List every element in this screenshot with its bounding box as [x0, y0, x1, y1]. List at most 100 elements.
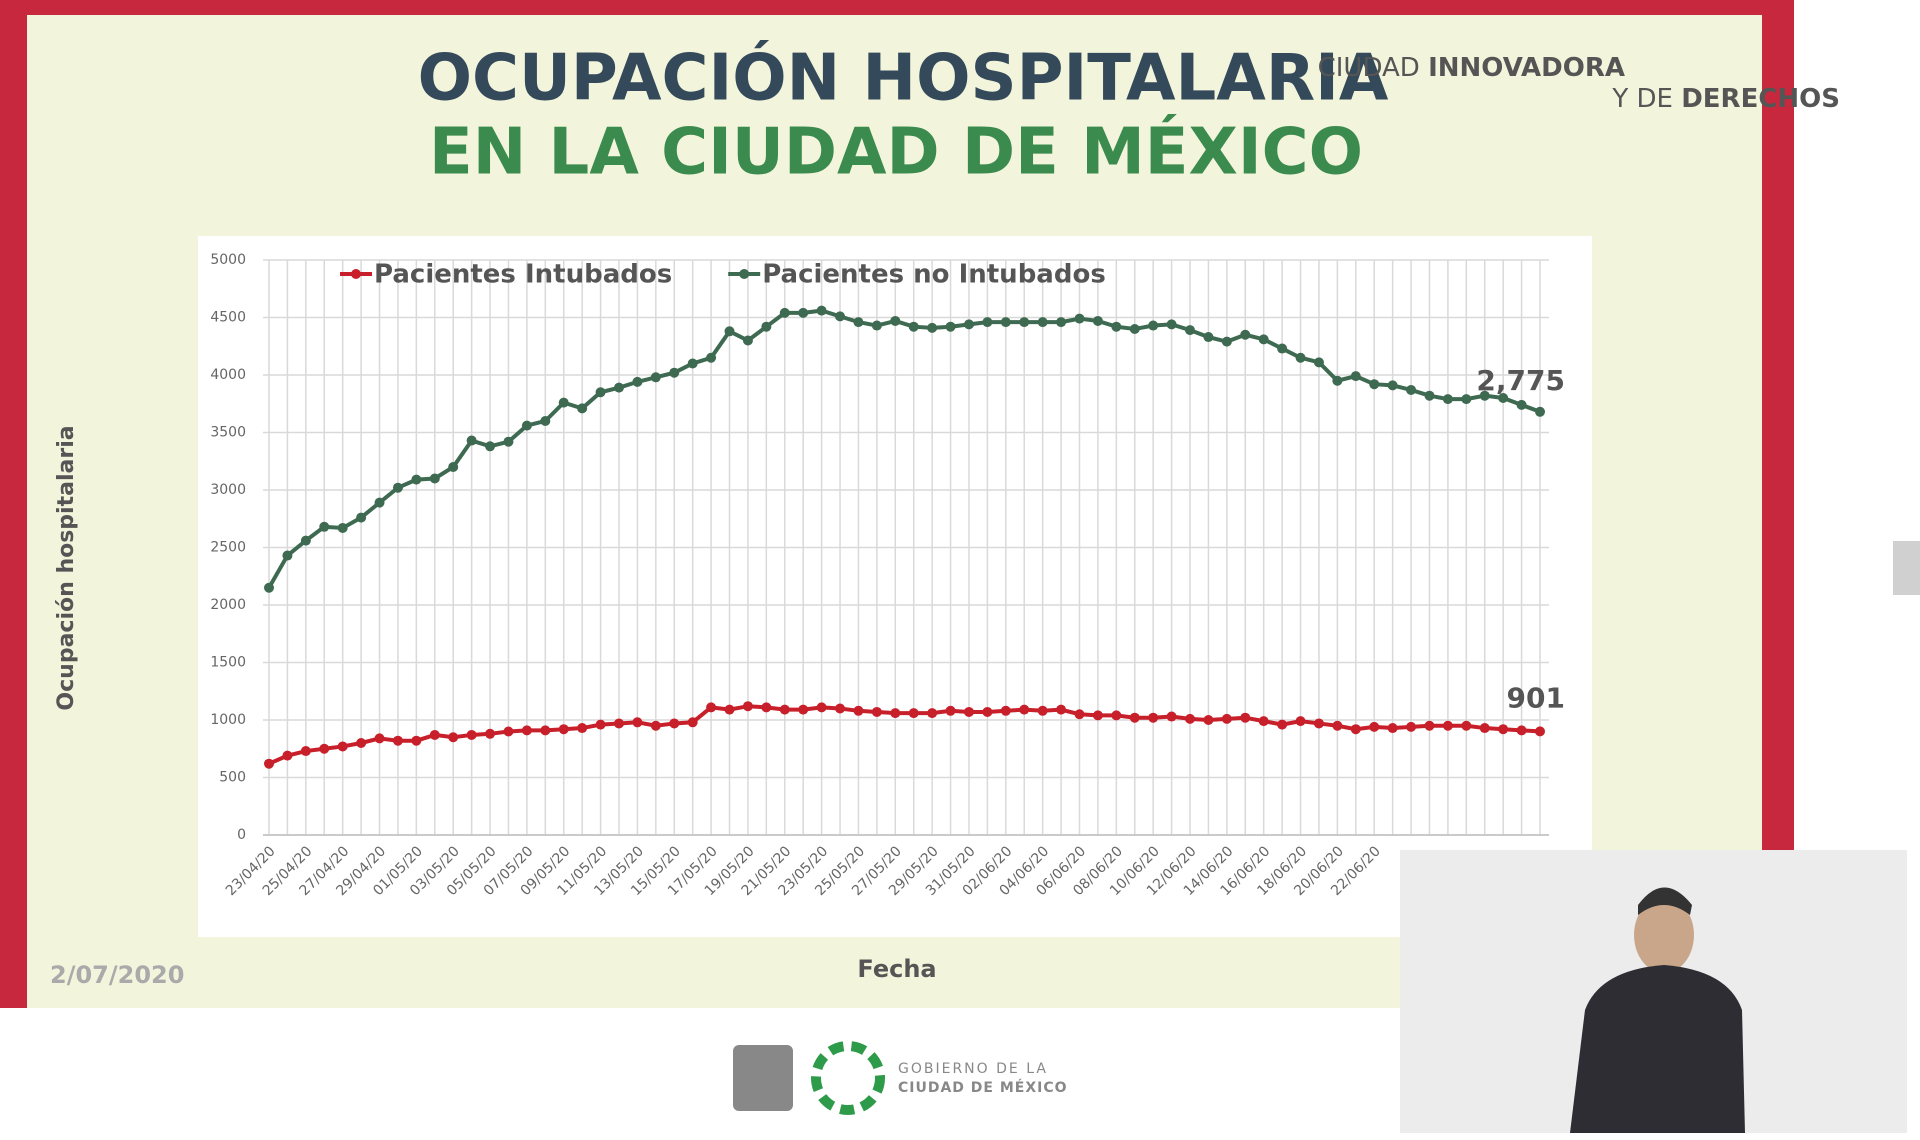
point: [1332, 720, 1343, 731]
point: [650, 720, 661, 731]
point: [706, 352, 717, 363]
point: [816, 702, 827, 713]
point: [1516, 725, 1527, 736]
point: [779, 307, 790, 318]
point: [1350, 724, 1361, 735]
point: [1350, 371, 1361, 382]
point: [1092, 315, 1103, 326]
point: [982, 706, 993, 717]
annotation: 901: [1507, 681, 1565, 714]
point: [1498, 393, 1509, 403]
point: [448, 462, 459, 472]
point: [337, 741, 348, 752]
point: [963, 319, 974, 330]
point: [558, 397, 569, 408]
y-tick-label: 0: [237, 827, 246, 843]
point: [1424, 720, 1435, 731]
x-axis-label: Fecha: [857, 955, 936, 983]
point: [927, 322, 938, 333]
point: [798, 704, 809, 715]
point: [577, 723, 588, 734]
point: [1203, 332, 1214, 343]
slogan-light: Y DE: [1611, 84, 1673, 114]
point: [1479, 390, 1490, 401]
person-head: [1634, 897, 1694, 973]
point: [1148, 320, 1159, 331]
point: [742, 335, 753, 346]
point: [1185, 713, 1196, 724]
cdmx-logo: [811, 1041, 885, 1115]
point: [1074, 313, 1085, 324]
point: [1313, 357, 1324, 368]
point: [1221, 336, 1232, 347]
point: [540, 416, 551, 426]
annotation: 2,775: [1476, 364, 1565, 397]
footer-text: CIUDAD DE MÉXICO: [898, 1079, 1068, 1096]
point: [1295, 352, 1306, 363]
point: [356, 512, 367, 523]
point: [1111, 321, 1122, 332]
point: [392, 735, 403, 746]
legend-label: Pacientes Intubados: [374, 260, 672, 290]
point: [1535, 406, 1545, 417]
point: [1166, 711, 1177, 722]
point: [1516, 399, 1527, 410]
point: [1240, 712, 1251, 723]
point: [319, 743, 330, 754]
point: [429, 729, 440, 740]
title-line2: EN LA CIUDAD DE MÉXICO: [429, 114, 1363, 190]
point: [1295, 716, 1306, 727]
point: [724, 704, 735, 715]
point: [963, 706, 974, 717]
y-tick-label: 1500: [210, 655, 246, 671]
point: [577, 403, 588, 414]
point: [1442, 720, 1453, 731]
point: [1019, 317, 1030, 328]
point: [1406, 384, 1417, 395]
next-arrow[interactable]: [1893, 541, 1920, 595]
point: [374, 497, 385, 508]
series-line: [268, 704, 1541, 766]
point: [282, 750, 293, 761]
point: [1258, 716, 1269, 727]
point: [632, 717, 643, 728]
point: [282, 550, 293, 561]
point: [356, 738, 367, 748]
point: [853, 705, 864, 716]
point: [632, 376, 643, 387]
point: [742, 701, 753, 712]
point: [300, 746, 311, 757]
point: [1313, 718, 1324, 729]
point: [1461, 720, 1472, 731]
video-overlay: [1400, 850, 1907, 1133]
point: [1479, 723, 1490, 734]
point: [890, 708, 901, 719]
point: [1424, 390, 1435, 401]
point: [816, 305, 827, 316]
y-tick-label: 2000: [210, 597, 246, 613]
point: [908, 321, 919, 332]
point: [1000, 317, 1011, 328]
y-tick-label: 5000: [210, 252, 246, 268]
point: [521, 420, 532, 431]
point: [503, 726, 514, 737]
point: [1442, 394, 1453, 405]
point: [1056, 317, 1067, 328]
point: [521, 725, 532, 736]
point: [945, 321, 956, 332]
point: [1203, 715, 1214, 725]
point: [1037, 705, 1048, 716]
point: [908, 708, 919, 719]
point: [1185, 325, 1196, 336]
y-tick-label: 1000: [210, 712, 246, 728]
point: [264, 758, 274, 769]
slogan-bold: INNOVADORA: [1428, 53, 1625, 83]
point: [1369, 721, 1380, 732]
y-tick-label: 2500: [210, 540, 246, 556]
point: [1111, 710, 1122, 721]
point: [1332, 375, 1343, 386]
point: [300, 535, 311, 546]
point: [853, 317, 864, 328]
legend-swatch: [739, 269, 750, 279]
slide-date: 2/07/2020: [50, 961, 184, 989]
